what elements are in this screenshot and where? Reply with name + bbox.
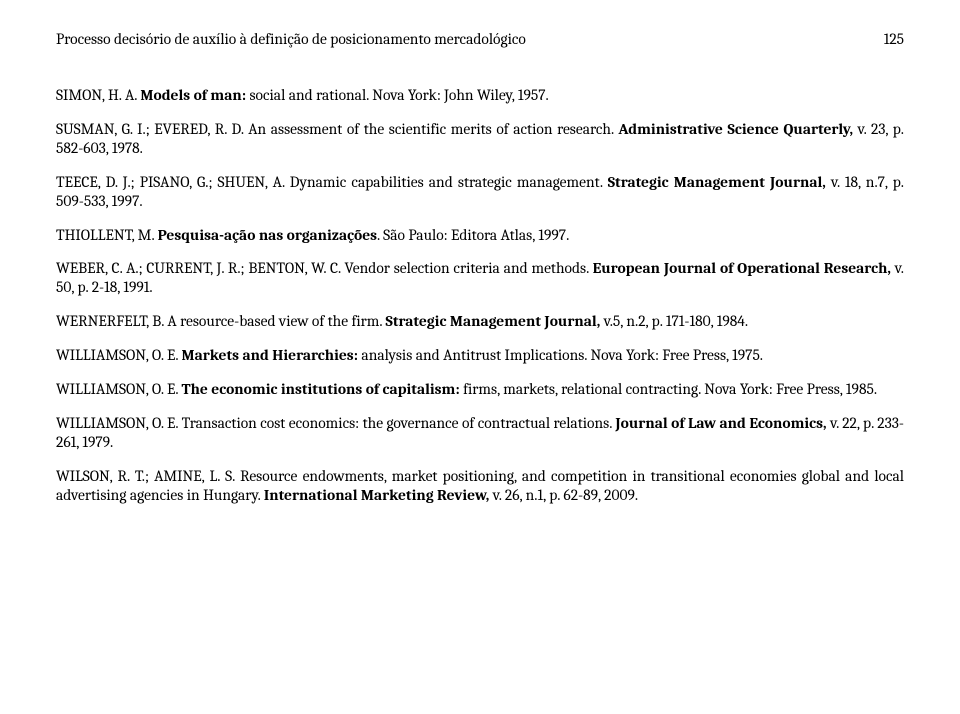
ref-post: . São Paulo: Editora Atlas, 1997. [377,226,569,244]
ref-pre: WILLIAMSON, O. E. [56,380,182,398]
ref-title: Markets and Hierarchies: [182,346,359,364]
reference-entry: WEBER, C. A.; CURRENT, J. R.; BENTON, W.… [56,259,904,297]
ref-pre: TEECE, D. J.; PISANO, G.; SHUEN, A. Dyna… [56,173,608,191]
running-title: Processo decisório de auxílio à definiçã… [56,30,526,48]
ref-title: International Marketing Review, [264,486,490,504]
ref-title: Strategic Management Journal, [608,173,826,191]
ref-post: v. 26, n.1, p. 62-89, 2009. [489,486,638,504]
ref-title: Pesquisa-ação nas organizações [158,226,377,244]
ref-post: v.5, n.2, p. 171-180, 1984. [600,312,748,330]
reference-entry: WILLIAMSON, O. E. Markets and Hierarchie… [56,346,904,365]
reference-entry: WERNERFELT, B. A resource-based view of … [56,312,904,331]
ref-pre: WILLIAMSON, O. E. Transaction cost econo… [56,414,615,432]
ref-pre: WEBER, C. A.; CURRENT, J. R.; BENTON, W.… [56,259,593,277]
ref-post: social and rational. Nova York: John Wil… [246,86,549,104]
ref-title: Administrative Science Quarterly, [618,120,853,138]
page-container: Processo decisório de auxílio à definiçã… [0,0,960,714]
reference-entry: THIOLLENT, M. Pesquisa-ação nas organiza… [56,226,904,245]
ref-pre: WERNERFELT, B. A resource-based view of … [56,312,386,330]
ref-title: Models of man: [140,86,246,104]
header-row: Processo decisório de auxílio à definiçã… [56,30,904,48]
ref-title: The economic institutions of capitalism: [182,380,460,398]
reference-entry: WILLIAMSON, O. E. Transaction cost econo… [56,414,904,452]
ref-title: Strategic Management Journal, [386,312,601,330]
ref-pre: THIOLLENT, M. [56,226,158,244]
reference-entry: WILSON, R. T.; AMINE, L. S. Resource end… [56,467,904,505]
reference-entry: SUSMAN, G. I.; EVERED, R. D. An assessme… [56,120,904,158]
ref-pre: WILLIAMSON, O. E. [56,346,182,364]
ref-pre: SIMON, H. A. [56,86,140,104]
ref-post: firms, markets, relational contracting. … [460,380,877,398]
ref-title: European Journal of Operational Research… [593,259,891,277]
reference-entry: TEECE, D. J.; PISANO, G.; SHUEN, A. Dyna… [56,173,904,211]
page-number: 125 [884,30,904,48]
reference-entry: WILLIAMSON, O. E. The economic instituti… [56,380,904,399]
ref-post: analysis and Antitrust Implications. Nov… [358,346,763,364]
ref-pre: SUSMAN, G. I.; EVERED, R. D. An assessme… [56,120,618,138]
ref-title: Journal of Law and Economics, [615,414,826,432]
reference-entry: SIMON, H. A. Models of man: social and r… [56,86,904,105]
